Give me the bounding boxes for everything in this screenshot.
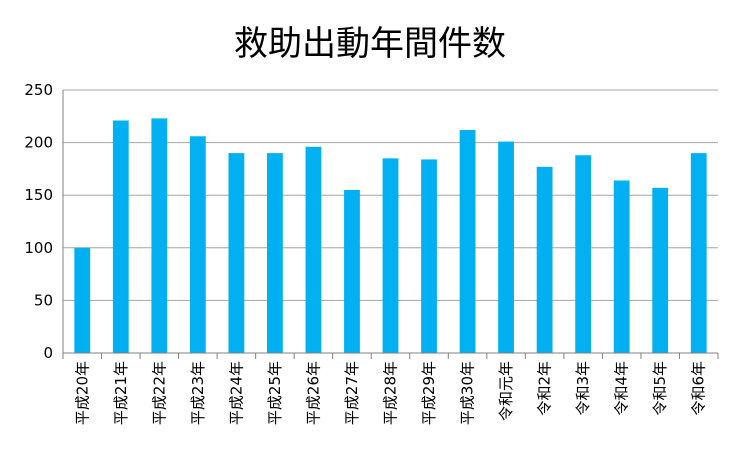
bar xyxy=(459,129,476,353)
bar xyxy=(151,118,168,354)
x-tick-label: 平成26年 xyxy=(304,361,322,425)
x-tick-label: 令和4年 xyxy=(613,361,631,416)
x-tick-label: 令和5年 xyxy=(651,361,669,416)
bar xyxy=(613,180,630,353)
x-tick-label: 平成21年 xyxy=(112,361,130,425)
bar xyxy=(690,153,707,353)
x-tick-label: 令和6年 xyxy=(690,361,708,416)
x-tick-label: 平成27年 xyxy=(343,361,361,425)
bar xyxy=(382,158,399,353)
x-tick-label: 平成30年 xyxy=(459,361,477,425)
y-axis-ticks: 0 50 100 150 200 250 xyxy=(24,81,53,362)
axes xyxy=(62,90,719,359)
x-tick-label: 平成24年 xyxy=(227,361,245,425)
y-tick-label: 50 xyxy=(34,291,53,309)
x-tick-label: 平成28年 xyxy=(382,361,400,425)
bar xyxy=(536,166,553,353)
bar xyxy=(112,120,129,354)
bar xyxy=(74,247,91,353)
bar xyxy=(344,189,360,353)
x-tick-label: 令和元年 xyxy=(497,361,515,421)
chart-title: 救助出動年間件数 xyxy=(234,24,506,64)
bar xyxy=(421,159,437,353)
bars xyxy=(74,118,707,354)
x-tick-label: 平成23年 xyxy=(189,361,207,425)
bar xyxy=(267,153,283,353)
x-axis-ticks: 平成20年 平成21年 平成22年 平成23年 平成24年 平成25年 平成26年 平成27年… xyxy=(73,361,707,425)
y-tick-label: 0 xyxy=(43,344,53,362)
y-tick-label: 100 xyxy=(24,239,53,257)
y-tick-label: 250 xyxy=(24,81,53,99)
y-tick-label: 150 xyxy=(24,186,53,204)
x-tick-label: 平成20年 xyxy=(73,361,91,425)
y-tick-label: 200 xyxy=(24,134,53,152)
x-tick-label: 令和2年 xyxy=(536,361,554,416)
bar xyxy=(228,153,245,353)
x-tick-label: 令和3年 xyxy=(574,361,592,416)
bar xyxy=(498,141,514,353)
x-tick-label: 平成25年 xyxy=(266,361,284,425)
x-tick-label: 平成22年 xyxy=(150,361,168,425)
bar xyxy=(652,187,669,353)
bar xyxy=(575,155,592,353)
bar xyxy=(189,136,206,353)
x-tick-label: 平成29年 xyxy=(420,361,438,425)
bar xyxy=(305,146,322,353)
